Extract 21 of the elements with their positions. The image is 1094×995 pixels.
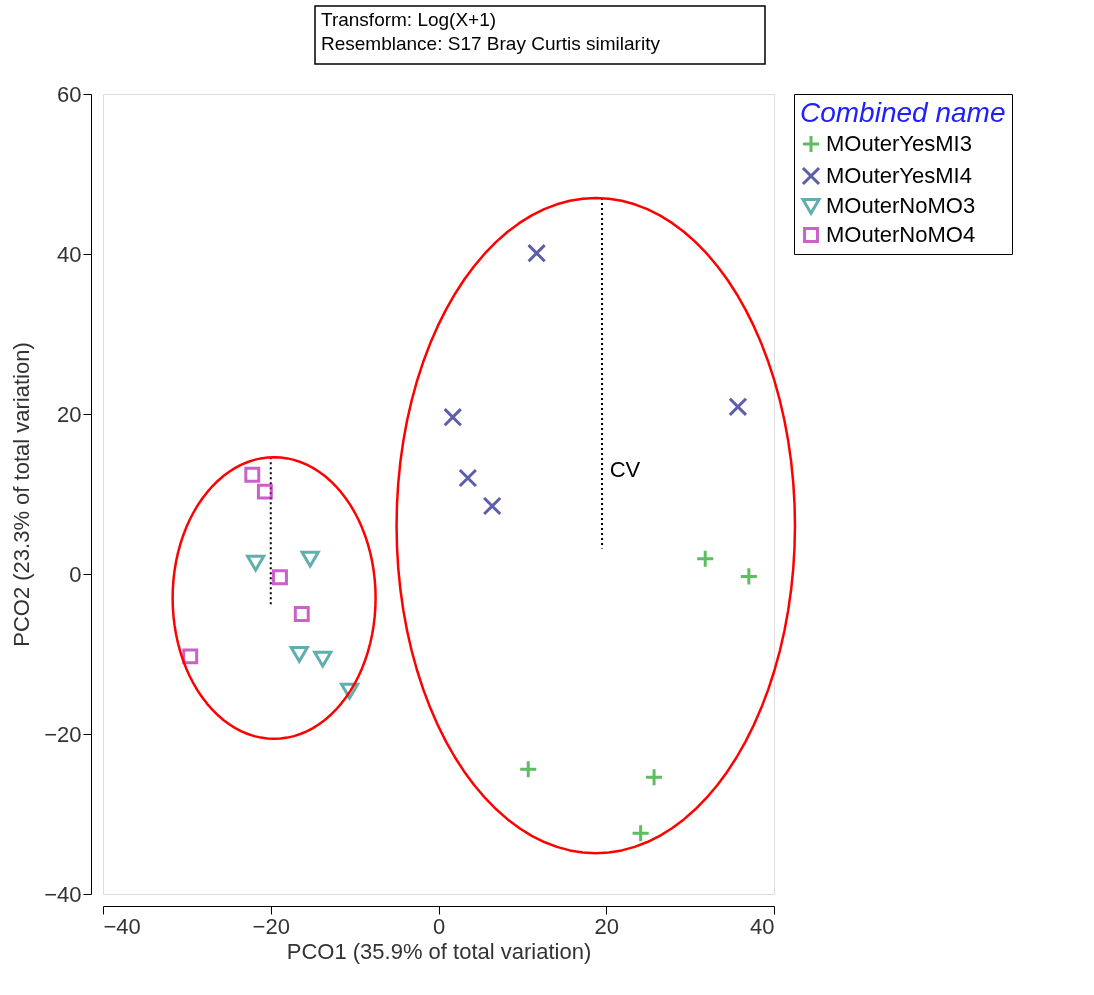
text: Resemblance: S17 Bray Curtis similarity — [321, 33, 661, 54]
x-axis-title: PCO1 (35.9% of total variation) — [286, 938, 592, 964]
legend-label: MOuterNoMO4 — [826, 222, 976, 247]
y-axis-title: PCO2 (23.3% of total variation) — [9, 342, 35, 647]
annotation: CV — [609, 457, 641, 482]
legend-label: MOuterYesMI4 — [826, 163, 972, 188]
legend-title: Combined name — [800, 97, 1006, 128]
x-tick-label: −40 — [103, 913, 141, 939]
y-tick-label: 20 — [57, 401, 82, 427]
text: Transform: Log(X+1) — [321, 9, 497, 30]
x-tick-label: 0 — [432, 913, 446, 939]
y-tick-label: −20 — [44, 721, 82, 747]
y-tick-label: 0 — [69, 561, 82, 587]
y-tick-label: −40 — [44, 881, 82, 907]
x-tick-label: 40 — [750, 913, 775, 939]
x-tick-label: −20 — [252, 913, 290, 939]
y-tick-label: 60 — [57, 81, 82, 107]
x-tick-label: 20 — [594, 913, 619, 939]
legend-label: MOuterNoMO3 — [826, 193, 976, 218]
legend-label: MOuterYesMI3 — [826, 131, 972, 156]
y-tick-label: 40 — [57, 241, 82, 267]
